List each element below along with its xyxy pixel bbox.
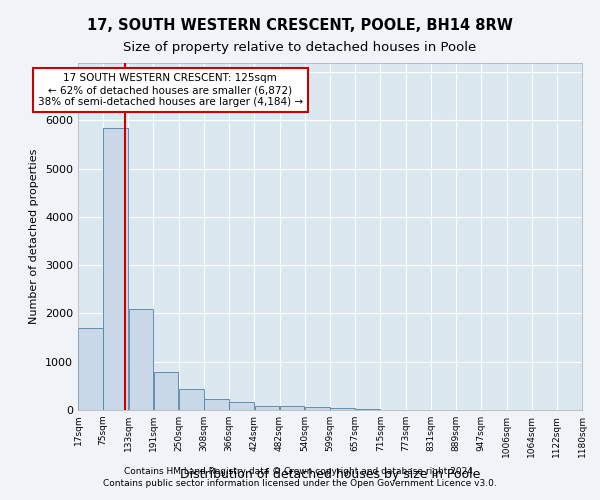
Bar [205, 399, 229, 410]
Bar [331, 408, 355, 410]
Text: Contains HM Land Registry data © Crown copyright and database right 2024.: Contains HM Land Registry data © Crown c… [124, 467, 476, 476]
Bar [254, 406, 279, 410]
Bar [179, 389, 204, 410]
Bar [128, 308, 153, 410]
Text: 17 SOUTH WESTERN CRESCENT: 125sqm
← 62% of detached houses are smaller (6,872)
3: 17 SOUTH WESTERN CRESCENT: 125sqm ← 62% … [38, 74, 303, 106]
Bar [78, 328, 103, 410]
Bar [280, 406, 304, 410]
Bar [154, 372, 178, 410]
Bar [229, 402, 254, 410]
Text: 17, SOUTH WESTERN CRESCENT, POOLE, BH14 8RW: 17, SOUTH WESTERN CRESCENT, POOLE, BH14 … [87, 18, 513, 32]
Y-axis label: Number of detached properties: Number of detached properties [29, 148, 40, 324]
Bar [103, 128, 128, 410]
X-axis label: Distribution of detached houses by size in Poole: Distribution of detached houses by size … [180, 468, 480, 481]
Bar [305, 408, 329, 410]
Text: Contains public sector information licensed under the Open Government Licence v3: Contains public sector information licen… [103, 479, 497, 488]
Text: Size of property relative to detached houses in Poole: Size of property relative to detached ho… [124, 41, 476, 54]
